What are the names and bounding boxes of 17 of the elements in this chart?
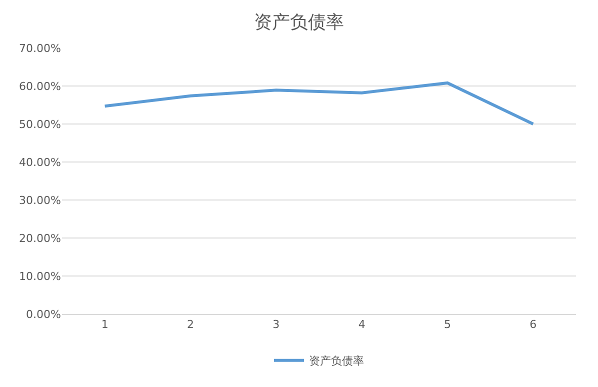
y-tick-label: 50.00%: [19, 118, 61, 131]
legend-label: 资产负债率: [309, 354, 364, 368]
line-series: [103, 81, 535, 126]
y-tick-label: 0.00%: [26, 308, 61, 321]
x-tick-label: 1: [101, 318, 108, 332]
y-tick-label: 70.00%: [19, 42, 61, 55]
x-tick-label: 5: [444, 318, 451, 332]
y-tick-label: 10.00%: [19, 270, 61, 283]
x-tick-label: 3: [272, 318, 280, 332]
chart-title: 资产负债率: [254, 12, 344, 34]
y-tick-label: 60.00%: [19, 80, 61, 93]
x-tick-label: 4: [358, 318, 366, 332]
y-tick-label: 40.00%: [19, 156, 61, 169]
x-tick-label: 2: [187, 318, 194, 332]
x-tick-label: 6: [530, 318, 537, 332]
y-tick-label: 20.00%: [19, 232, 61, 245]
y-tick-label: 30.00%: [19, 194, 61, 207]
